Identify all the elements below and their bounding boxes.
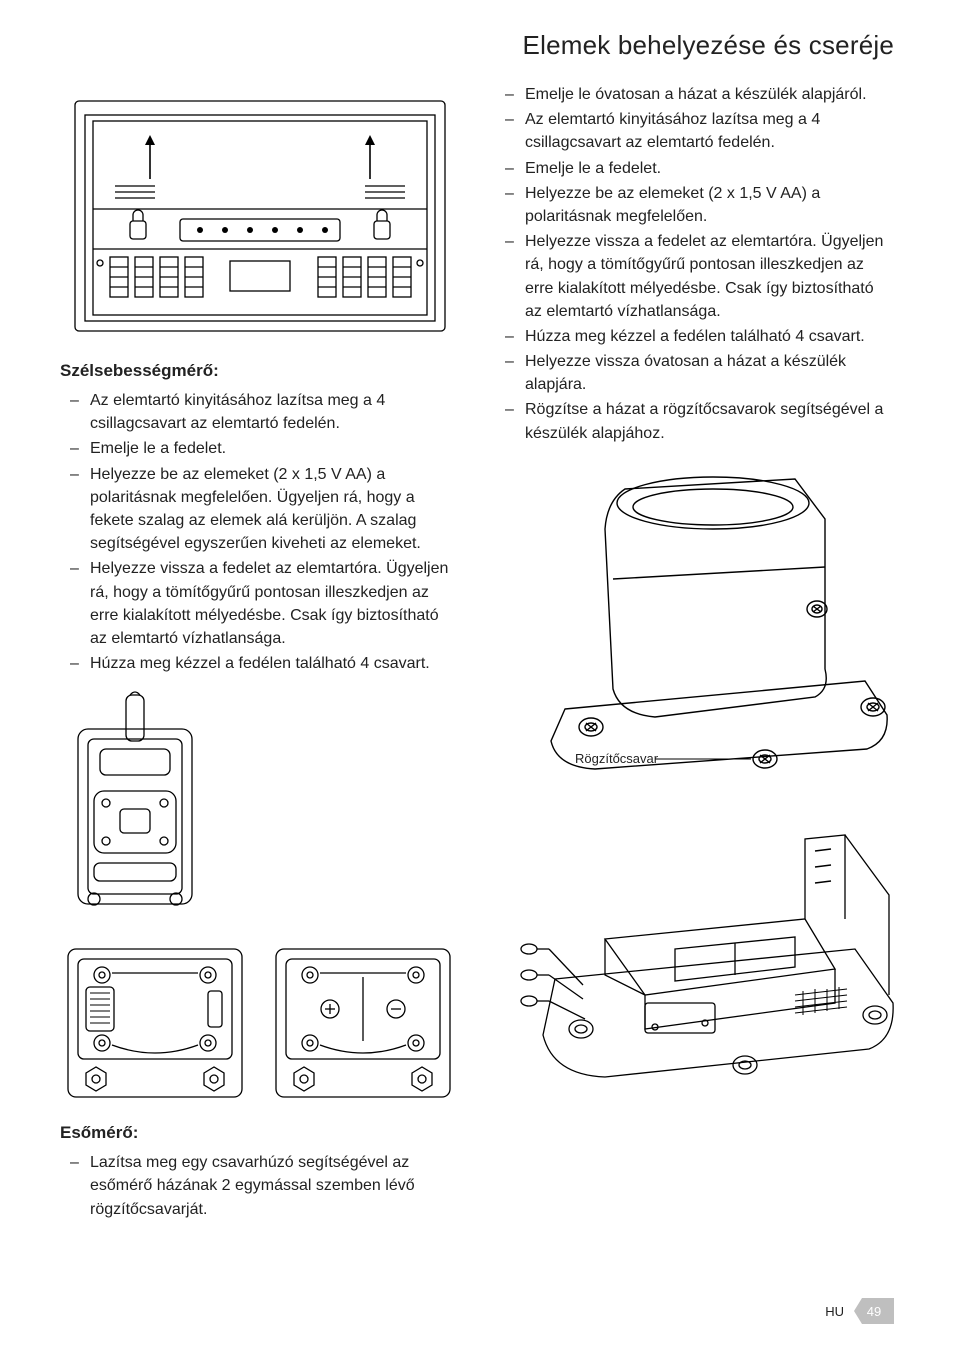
list-item: Helyezze vissza a fedelet az elemtartóra… (495, 230, 894, 323)
columns: Szélsebességmérő: Az elemtartó kinyitásá… (60, 81, 894, 1324)
page-footer: HU 49 (825, 1298, 894, 1324)
list-anemometer: Az elemtartó kinyitásához lazítsa meg a … (60, 389, 459, 677)
figure-rain-housing: Rögzítőcsavar (495, 459, 894, 779)
figure-rain-base-open (495, 799, 894, 1089)
list-item: Emelje le óvatosan a házat a készülék al… (495, 83, 894, 106)
list-item: Helyezze vissza a fedelet az elemtartóra… (60, 557, 459, 650)
heading-anemometer: Szélsebességmérő: (60, 361, 459, 381)
footer-page-number: 49 (854, 1298, 894, 1324)
list-item: Emelje le a fedelet. (495, 157, 894, 180)
list-item: Emelje le a fedelet. (60, 437, 459, 460)
page-title: Elemek behelyezése és cseréje (60, 30, 894, 61)
list-item: Húzza meg kézzel a fedélen található 4 c… (60, 652, 459, 675)
list-item: Helyezze be az elemeket (2 x 1,5 V AA) a… (60, 463, 459, 556)
left-column: Szélsebességmérő: Az elemtartó kinyitásá… (60, 81, 459, 1324)
list-item: Helyezze vissza óvatosan a házat a készü… (495, 350, 894, 396)
list-rain-steps: Emelje le óvatosan a házat a készülék al… (495, 83, 894, 447)
list-item: Lazítsa meg egy csavarhúzó segítségével … (60, 1151, 459, 1221)
right-column: Emelje le óvatosan a házat a készülék al… (495, 81, 894, 1324)
list-item: Helyezze be az elemeket (2 x 1,5 V AA) a… (495, 182, 894, 228)
list-rain-gauge: Lazítsa meg egy csavarhúzó segítségével … (60, 1151, 459, 1223)
figure-wind-back (60, 91, 459, 341)
list-item: Rögzítse a házat a rögzítőcsavarok segít… (495, 398, 894, 444)
list-item: Az elemtartó kinyitásához lazítsa meg a … (60, 389, 459, 435)
footer-lang: HU (825, 1304, 844, 1319)
list-item: Az elemtartó kinyitásához lazítsa meg a … (495, 108, 894, 154)
figure-anemometer-base (60, 689, 459, 919)
caption-screw: Rögzítőcsavar (575, 751, 658, 766)
heading-rain-gauge: Esőmérő: (60, 1123, 459, 1143)
list-item: Húzza meg kézzel a fedélen található 4 c… (495, 325, 894, 348)
page: Elemek behelyezése és cseréje (0, 0, 954, 1354)
figure-battery-panels (60, 943, 459, 1103)
